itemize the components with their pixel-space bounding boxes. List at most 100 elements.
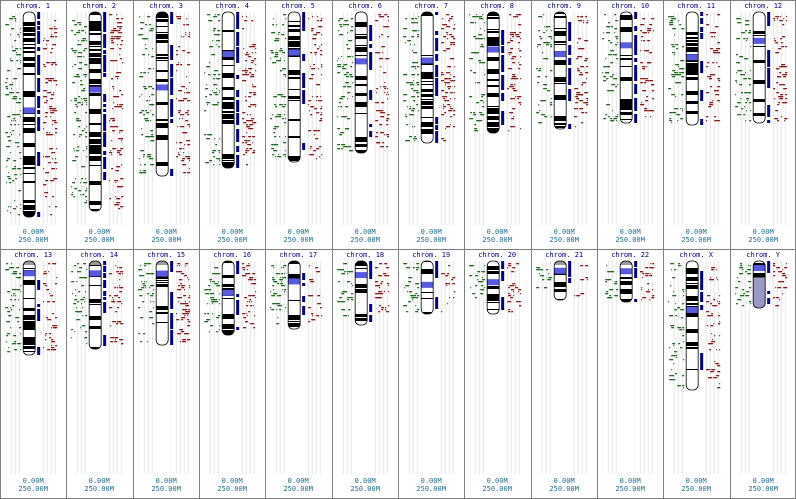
left-track-hit [14,341,17,343]
chromosome-title: chrom. 9 [547,2,581,10]
hit-bar [170,313,174,329]
left-track-hit [418,30,420,32]
right-track-hit [245,60,248,62]
right-track-hit [445,82,450,84]
right-track-hit [321,106,323,108]
left-track-hit [217,102,220,104]
right-track-hit [52,62,57,64]
right-track-hit [189,295,191,297]
g-band [89,33,102,35]
right-track-hit [55,128,58,130]
left-track-hit [206,319,210,321]
left-track-hit [337,148,340,150]
right-track-hit [645,273,650,275]
left-track-hit [671,44,674,46]
hit-bar [501,297,505,310]
left-track-hit [484,30,486,32]
left-track-hit [75,156,79,158]
left-track-hit [537,44,542,46]
right-track-hit [55,345,58,347]
right-track-hit [49,293,51,295]
left-track-hit [20,60,22,62]
left-track-hit [13,96,18,98]
left-track-hit [607,271,612,273]
right-track-hit [717,100,720,102]
chromosome-outline [287,260,301,330]
right-track-hit [177,263,181,265]
scale-max-label: 250.00M [681,485,711,493]
right-track-hit [242,70,247,72]
right-track-hit [176,64,180,66]
left-track-hit [671,122,673,124]
left-track-hit [484,38,486,40]
left-track-hit [669,375,671,377]
left-track-hit [743,293,746,295]
left-track-hit [18,299,20,301]
g-band [355,314,368,317]
left-track-hit [347,48,351,50]
centromere [620,268,633,275]
right-track-hit [180,283,183,285]
right-track-hit [311,28,315,30]
right-track-hit [122,108,124,110]
scale-max-label: 250.00M [482,485,512,493]
right-track-hit [452,277,456,279]
left-track-hit [606,26,611,28]
right-track-hit [55,108,57,110]
g-band [89,145,102,146]
left-track-hit [77,22,82,24]
left-track-hit [341,293,345,295]
hit-bar [103,151,107,155]
left-track-hit [153,289,155,291]
right-track-hit [383,26,385,28]
hit-bar [634,12,638,19]
left-track-hit [672,16,675,18]
right-track-hit [314,52,318,54]
left-track-hit [144,265,146,267]
left-track-hit [7,70,11,72]
right-track-hit [510,38,512,40]
g-band [288,274,301,279]
left-track-hit [550,46,553,48]
g-band [89,149,102,150]
left-track-hit [347,271,352,273]
left-track-hit [670,315,674,317]
left-track-hit [282,24,285,26]
left-track-hit [669,347,671,349]
centromere [421,281,434,288]
left-track-hit [610,271,614,273]
right-track-hit [44,102,46,104]
left-track-hit [141,281,143,283]
left-track-hit [12,50,15,52]
left-track-hit [411,66,416,68]
g-band [23,211,36,214]
right-track-hit [652,18,655,20]
right-track-hit [253,150,256,152]
left-track-hit [86,104,88,106]
left-track-hit [13,120,15,122]
